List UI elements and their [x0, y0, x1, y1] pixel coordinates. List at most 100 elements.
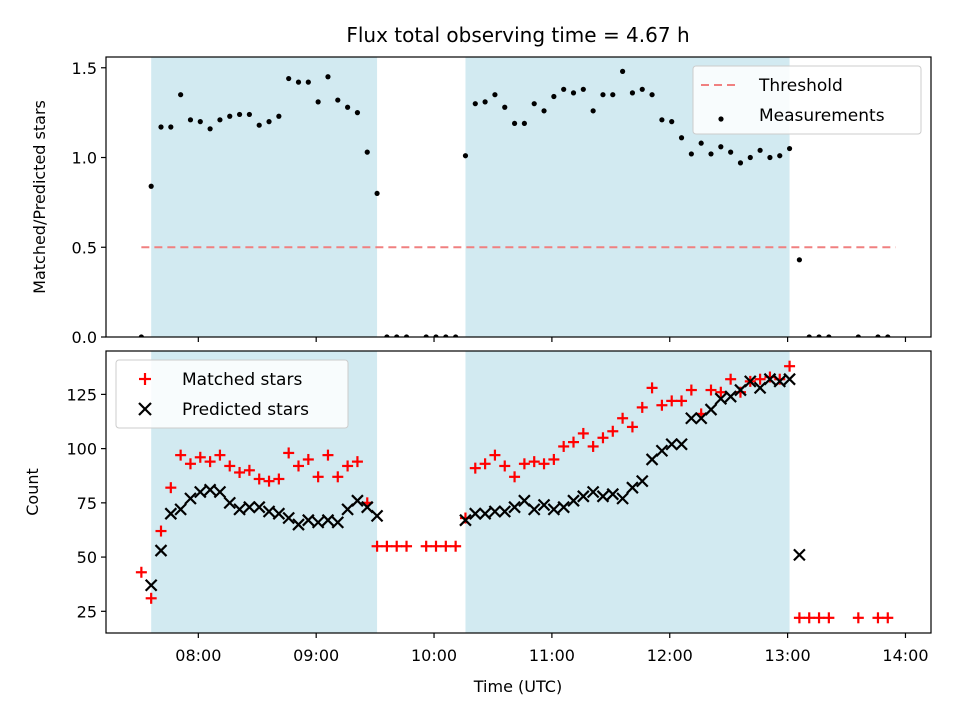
predicted-star-mark-b — [478, 507, 492, 520]
predicted-star-point — [724, 390, 737, 403]
predicted-star-mark-b — [184, 492, 197, 505]
x-axis-label: Time (UTC) — [473, 677, 562, 696]
predicted-star-mark-b — [164, 507, 178, 520]
measurement-point — [826, 334, 832, 337]
matched-star-point — [784, 360, 796, 372]
matched-star-point — [754, 373, 766, 385]
predicted-star-point — [596, 490, 610, 503]
matched-star-point — [155, 525, 167, 537]
measurement-point — [462, 153, 469, 159]
measurement-point — [217, 117, 223, 123]
matched-star-point — [420, 540, 432, 552]
x-tick-label: 09:00 — [293, 646, 339, 665]
predicted-star-mark-b — [685, 411, 698, 425]
predicted-star-mark-b — [714, 392, 728, 406]
predicted-star-point — [478, 507, 492, 520]
x-tick-label: 11:00 — [529, 646, 575, 665]
predicted-star-point — [606, 487, 620, 501]
measurement-point — [158, 124, 164, 130]
matched-star-point — [430, 540, 442, 552]
measurement-point — [227, 113, 233, 119]
predicted-star-point — [645, 453, 659, 466]
x-tick-label: 08:00 — [175, 646, 221, 665]
matched-star-point — [224, 460, 236, 472]
predicted-star-point — [282, 511, 295, 525]
matched-star-point — [440, 540, 452, 552]
predicted-star-mark-b — [360, 500, 374, 514]
measurement-point — [256, 122, 262, 128]
predicted-star-point — [262, 505, 276, 518]
matched-star-point — [676, 395, 688, 407]
predicted-star-point — [243, 500, 256, 514]
measurement-point — [472, 101, 478, 107]
predicted-star-mark-b — [616, 492, 629, 505]
matched-star-point — [135, 566, 147, 578]
y-tick-label: 1.0 — [72, 149, 97, 168]
matched-star-point — [234, 466, 246, 478]
matched-star-point — [204, 456, 216, 468]
matched-star-point — [705, 384, 717, 396]
measurement-point — [443, 334, 449, 337]
predicted-star-mark-b — [606, 487, 620, 501]
measurement-point — [688, 151, 694, 157]
observing-window-shade — [151, 57, 378, 337]
axes-frame — [105, 56, 932, 338]
predicted-star-mark-b — [321, 513, 335, 527]
measurement-point — [492, 92, 498, 98]
predicted-star-point — [360, 500, 374, 514]
y-tick-label: 1.5 — [72, 59, 97, 78]
measurement-point — [885, 334, 891, 337]
matched-star-point — [823, 612, 835, 624]
predicted-star-mark-b — [763, 372, 777, 386]
predicted-star-point — [184, 492, 197, 505]
predicted-star-point — [685, 411, 698, 425]
predicted-star-mark-b — [665, 437, 678, 451]
matched-star-point — [293, 460, 304, 472]
measurement-point — [394, 334, 400, 337]
predicted-star-point — [675, 437, 688, 451]
measurement-point — [502, 104, 508, 110]
matched-star-point — [401, 540, 413, 552]
matched-star-point — [636, 401, 648, 413]
matched-star-point — [194, 451, 206, 463]
axes-frame — [105, 350, 932, 634]
matched-star-point — [145, 592, 157, 604]
predicted-star-point — [154, 544, 168, 557]
measurement-point — [246, 111, 252, 118]
y-axis-label: Count — [23, 468, 42, 516]
matched-star-point — [803, 612, 815, 624]
plot-area — [138, 68, 896, 337]
matched-star-point — [646, 382, 658, 394]
predicted-star-point — [144, 578, 158, 592]
matched-star-point — [882, 612, 894, 624]
measurement-point — [148, 183, 154, 189]
measurement-point — [806, 334, 812, 337]
matched-star-point — [568, 436, 579, 448]
predicted-star-point — [351, 494, 364, 507]
matched-star-point — [715, 386, 727, 398]
predicted-star-point — [744, 375, 757, 388]
predicted-star-point — [665, 437, 678, 451]
figure-title: Flux total observing time = 4.67 h — [346, 23, 689, 47]
predicted-star-point — [498, 505, 512, 518]
matched-star-point — [371, 540, 383, 552]
measurement-point — [639, 86, 645, 92]
y-tick-label: 75 — [77, 494, 97, 513]
matched-star-point — [273, 473, 285, 485]
measurement-point — [698, 140, 704, 146]
matched-star-point — [518, 458, 530, 470]
predicted-star-point — [567, 494, 580, 507]
legend-label: Predicted stars — [182, 400, 309, 420]
matched-star-point — [253, 473, 265, 485]
matched-star-point — [332, 471, 344, 483]
predicted-star-mark-b — [233, 503, 246, 516]
measurement-point — [403, 334, 410, 337]
matched-star-point — [656, 399, 668, 411]
predicted-star-point — [233, 503, 246, 516]
matched-star-point — [617, 412, 629, 424]
predicted-star-point — [252, 500, 266, 514]
predicted-star-mark-b — [331, 516, 345, 529]
matched-star-point — [302, 453, 314, 465]
matched-star-point — [852, 612, 864, 624]
predicted-star-mark-b — [252, 500, 266, 514]
